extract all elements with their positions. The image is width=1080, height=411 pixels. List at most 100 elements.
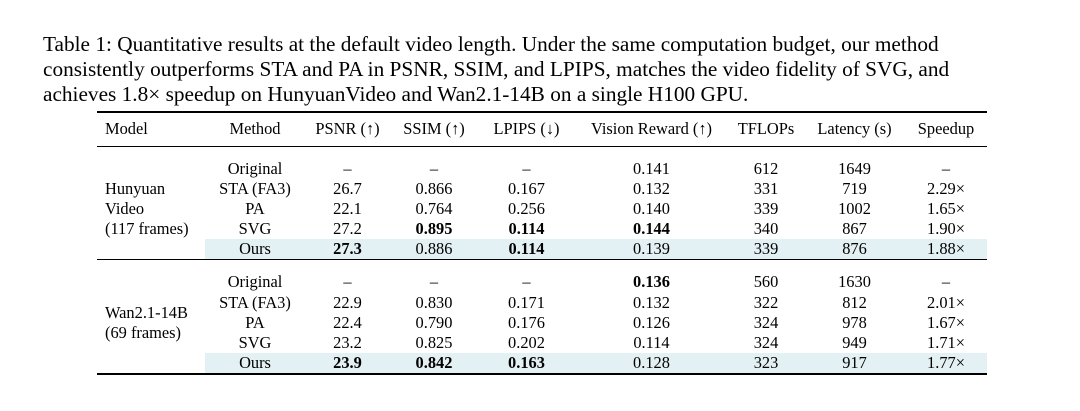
vision-reward-cell: 0.126 — [633, 312, 670, 332]
latency-cell: 812 — [842, 292, 867, 312]
model-cell: Hunyuan Video (117 frames) — [97, 146, 205, 260]
tflops-cell: 560 — [753, 272, 779, 292]
psnr-cell: 27.2 — [333, 219, 362, 239]
method-cell: Ours — [205, 353, 305, 375]
psnr-cell: 22.9 — [333, 292, 362, 312]
psnr-cell: 23.2 — [333, 333, 362, 353]
header-model: Model — [105, 119, 148, 139]
tflops-cell: 339 — [728, 239, 804, 260]
speedup-cell: 1.77× — [905, 353, 987, 375]
model-name-line: Wan2.1-14B — [105, 302, 188, 322]
table-row: Wan2.1-14B (69 frames) Original – – – 0.… — [97, 260, 987, 341]
speedup-cell: 1.71× — [927, 333, 965, 353]
method-cell: PA — [245, 198, 265, 218]
lpips-cell: – — [522, 272, 531, 292]
tflops-cell: 340 — [753, 219, 779, 239]
table-row: PA 22.4 0.790 0.176 0.126 324 978 1.67× — [97, 313, 987, 333]
caption-line: achieves 1.8× speedup on HunyuanVideo an… — [43, 82, 749, 106]
method-cell: STA (FA3) — [219, 292, 291, 312]
speedup-cell: 1.88× — [905, 239, 987, 260]
table-row: PA 22.1 0.764 0.256 0.140 339 1002 1.65× — [97, 199, 987, 219]
caption-line: Table 1: Quantitative results at the def… — [43, 32, 939, 56]
vision-reward-cell: 0.132 — [633, 292, 670, 312]
vision-reward-cell: 0.128 — [575, 353, 728, 375]
model-cell: Wan2.1-14B (69 frames) — [97, 260, 205, 374]
vision-reward-cell-best: 0.136 — [633, 272, 670, 292]
lpips-cell: 0.256 — [508, 198, 545, 218]
speedup-cell: 2.29× — [927, 178, 965, 198]
results-table: Model Method PSNR (↑) SSIM (↑) LPIPS (↓)… — [97, 111, 987, 375]
lpips-cell-best: 0.114 — [508, 219, 545, 239]
speedup-cell: 1.67× — [927, 312, 965, 332]
header-speedup: Speedup — [917, 119, 975, 139]
lpips-cell: 0.167 — [508, 178, 545, 198]
latency-cell: 1649 — [838, 158, 871, 178]
speedup-cell: – — [941, 158, 951, 178]
group-wan: Wan2.1-14B (69 frames) Original – – – 0.… — [97, 260, 987, 375]
method-cell: Original — [227, 272, 283, 292]
table-row: STA (FA3) 26.7 0.866 0.167 0.132 331 719… — [97, 179, 987, 199]
psnr-cell: – — [343, 272, 352, 292]
vision-reward-cell: 0.139 — [575, 239, 728, 260]
ssim-cell: 0.825 — [415, 333, 453, 353]
vision-reward-cell-best: 0.144 — [633, 219, 670, 239]
lpips-cell: 0.176 — [508, 312, 545, 332]
vision-reward-cell: 0.114 — [633, 333, 670, 353]
tflops-cell: 324 — [753, 333, 779, 353]
latency-cell: 978 — [842, 312, 867, 332]
psnr-cell-best: 27.3 — [305, 239, 390, 260]
speedup-cell: – — [941, 272, 951, 292]
table-row: STA (FA3) 22.9 0.830 0.171 0.132 322 812… — [97, 292, 987, 312]
caption-line: consistently outperforms STA and PA in P… — [43, 57, 950, 81]
header-ssim: SSIM (↑) — [403, 119, 465, 139]
vision-reward-cell: 0.132 — [633, 178, 670, 198]
table-row: Hunyuan Video (117 frames) Original – – … — [97, 146, 987, 238]
latency-cell: 867 — [842, 219, 867, 239]
method-cell: SVG — [238, 333, 272, 353]
speedup-cell: 1.65× — [927, 198, 965, 218]
ssim-cell: – — [429, 272, 439, 292]
tflops-cell: 322 — [753, 292, 779, 312]
latency-cell: 1630 — [838, 272, 871, 292]
lpips-cell-best: 0.114 — [478, 239, 575, 260]
table-row: SVG 27.2 0.895 0.114 0.144 340 867 1.90× — [97, 219, 987, 239]
model-frames: (117 frames) — [105, 218, 189, 238]
tflops-cell: 612 — [753, 158, 779, 178]
header-lpips: LPIPS (↓) — [493, 119, 560, 139]
latency-cell: 876 — [804, 239, 905, 260]
ssim-cell: 0.886 — [390, 239, 478, 260]
model-frames: (69 frames) — [105, 322, 181, 342]
table-header: Model Method PSNR (↑) SSIM (↑) LPIPS (↓)… — [97, 112, 987, 146]
vision-reward-cell: 0.140 — [633, 198, 670, 218]
header-latency: Latency (s) — [817, 119, 892, 139]
header-vision-reward: Vision Reward (↑) — [590, 119, 712, 139]
header-tflops: TFLOPs — [737, 119, 795, 139]
psnr-cell: 22.1 — [333, 198, 362, 218]
lpips-cell: – — [522, 158, 531, 178]
tflops-cell: 339 — [753, 198, 779, 218]
speedup-cell: 1.90× — [927, 219, 965, 239]
vision-reward-cell: 0.141 — [633, 158, 670, 178]
latency-cell: 917 — [804, 353, 905, 375]
method-cell: PA — [245, 312, 265, 332]
latency-cell: 719 — [842, 178, 867, 198]
ssim-cell: – — [429, 158, 439, 178]
header-method: Method — [229, 119, 281, 139]
latency-cell: 949 — [842, 333, 867, 353]
ssim-cell: 0.866 — [415, 178, 453, 198]
table-caption: Table 1: Quantitative results at the def… — [43, 32, 1043, 107]
table-row-ours: Ours 23.9 0.842 0.163 0.128 323 917 1.77… — [97, 353, 987, 375]
ssim-cell-best: 0.842 — [390, 353, 478, 375]
lpips-cell: 0.171 — [508, 292, 545, 312]
ssim-cell: 0.830 — [415, 292, 453, 312]
lpips-cell-best: 0.163 — [478, 353, 575, 375]
table-row: SVG 23.2 0.825 0.202 0.114 324 949 1.71× — [97, 333, 987, 353]
method-cell: STA (FA3) — [219, 178, 291, 198]
table-row-ours: Ours 27.3 0.886 0.114 0.139 339 876 1.88… — [97, 239, 987, 260]
psnr-cell: 26.7 — [333, 178, 362, 198]
ssim-cell-best: 0.895 — [415, 219, 453, 239]
tflops-cell: 331 — [753, 178, 779, 198]
group-hunyuan: Hunyuan Video (117 frames) Original – – … — [97, 146, 987, 260]
method-cell: Ours — [205, 239, 305, 260]
model-name-line: Hunyuan — [105, 178, 166, 198]
